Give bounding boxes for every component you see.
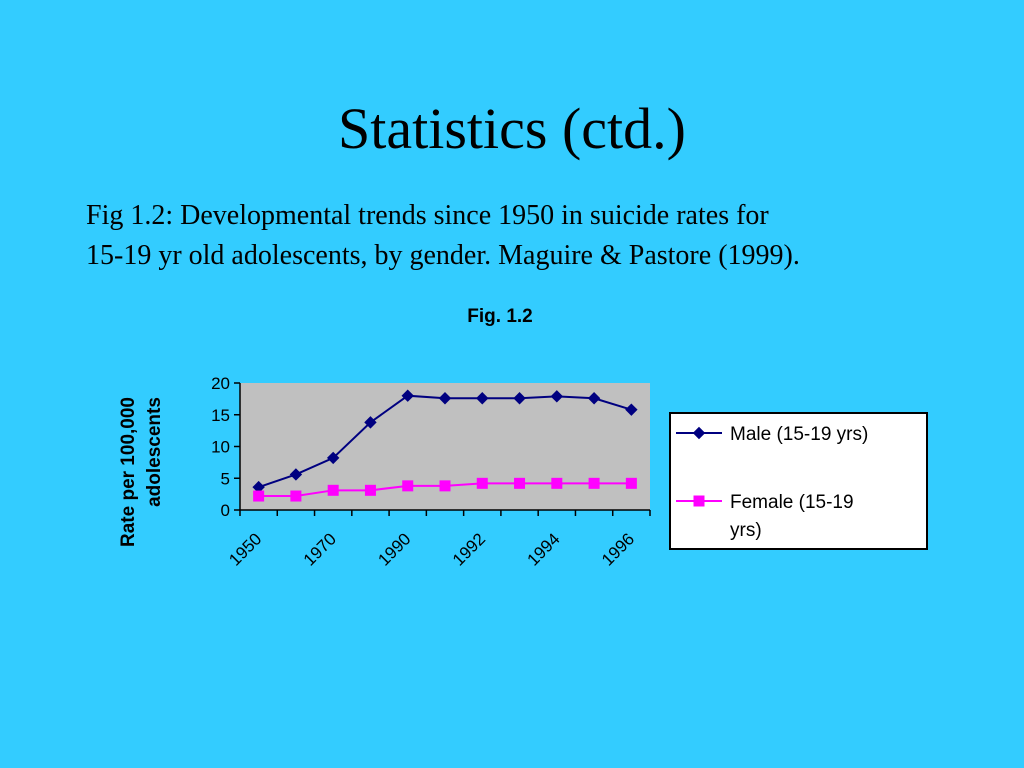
figure-caption: Fig 1.2: Developmental trends since 1950…: [86, 196, 986, 276]
data-point: [438, 392, 452, 405]
legend-label: Female (15-19: [730, 492, 854, 513]
y-axis-title-line-2: adolescents: [144, 397, 165, 507]
x-tick-labels: 1950 1970 1990 1992 1994 1996: [225, 529, 638, 569]
x-tick-label: 1990: [374, 529, 414, 569]
legend-box: [669, 412, 928, 550]
series-layer: [252, 389, 638, 502]
data-point: [401, 389, 414, 402]
y-tick-label: 0: [221, 501, 230, 520]
data-point: [587, 392, 601, 405]
y-tick-labels: 0 5 10 15 20: [211, 374, 230, 520]
data-point: [551, 477, 563, 489]
y-tick-label: 20: [211, 374, 230, 393]
x-tick-label: 1970: [300, 529, 340, 569]
data-point: [513, 392, 526, 405]
x-tick-label: 1996: [598, 529, 638, 569]
data-point: [364, 416, 377, 429]
data-point: [364, 484, 376, 496]
data-point: [476, 392, 489, 405]
data-point: [514, 477, 526, 489]
axes: [234, 382, 651, 516]
data-point: [476, 477, 488, 489]
x-tick-label: 1994: [523, 529, 563, 569]
legend-entry-male: Male (15-19 yrs): [676, 424, 868, 445]
series-male: [252, 389, 638, 494]
data-point: [402, 480, 414, 492]
data-point: [253, 490, 265, 502]
legend-label: Male (15-19 yrs): [730, 424, 868, 445]
chart-title: Fig. 1.2: [467, 306, 532, 327]
data-point: [289, 468, 303, 481]
data-point: [588, 477, 600, 489]
x-tick-label: 1950: [225, 529, 265, 569]
caption-line-1: Fig 1.2: Developmental trends since 1950…: [86, 200, 769, 231]
data-point: [326, 451, 340, 465]
y-tick-label: 15: [211, 406, 230, 425]
data-point: [625, 477, 637, 489]
slide-title: Statistics (ctd.): [338, 96, 686, 161]
series-female: [253, 477, 637, 502]
y-axis-title-line-1: Rate per 100,000: [118, 397, 139, 547]
caption-line-2: 15-19 yr old adolescents, by gender. Mag…: [86, 240, 800, 271]
y-axis-title: Rate per 100,000 adolescents: [118, 397, 165, 547]
legend-marker: [693, 495, 705, 507]
legend-marker: [692, 426, 706, 440]
data-point: [625, 403, 638, 416]
y-tick-label: 5: [221, 469, 230, 488]
legend-label: yrs): [730, 520, 762, 541]
data-point: [290, 490, 302, 502]
data-point: [327, 484, 339, 496]
legend: Male (15-19 yrs) Female (15-19 yrs): [676, 424, 868, 541]
legend-entry-female: Female (15-19 yrs): [676, 492, 854, 541]
data-point: [550, 390, 564, 403]
y-tick-label: 10: [211, 438, 230, 457]
data-point: [439, 480, 451, 492]
x-tick-label: 1992: [449, 529, 489, 569]
